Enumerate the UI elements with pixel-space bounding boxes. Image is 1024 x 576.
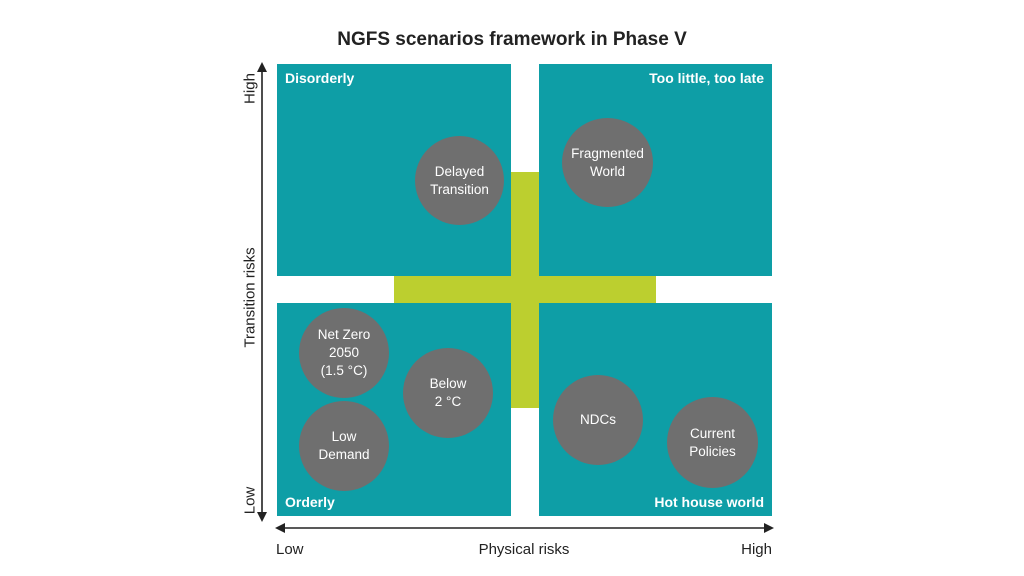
scenario-low-demand: Low Demand — [299, 401, 389, 491]
x-axis-low-label: Low — [276, 541, 304, 558]
scenario-ndcs: NDCs — [553, 375, 643, 465]
x-axis-arrow-right — [764, 523, 774, 533]
scenario-label: Current Policies — [689, 425, 736, 459]
quadrant-label-orderly: Orderly — [285, 494, 335, 510]
x-axis-high-label: High — [741, 541, 772, 558]
scenario-label: Below 2 °C — [429, 376, 467, 409]
y-axis-title: Transition risks — [241, 247, 259, 348]
diagram-title: NGFS scenarios framework in Phase V — [337, 29, 687, 50]
scenario-label: Delayed Transition — [430, 163, 489, 197]
scenario-current-policies: Current Policies — [667, 397, 758, 488]
x-axis-title: Physical risks — [478, 541, 570, 558]
scenario-label: Low Demand — [318, 429, 370, 462]
quadrant-label-too-little-too-late: Too little, too late — [649, 70, 764, 86]
x-axis-arrow-left — [275, 523, 285, 533]
scenario-below-2c: Below 2 °C — [403, 348, 493, 438]
y-axis-high-label: High — [241, 73, 259, 104]
scenario-delayed-transition: Delayed Transition — [415, 136, 504, 225]
scenario-label: Net Zero 2050 (1.5 °C) — [317, 327, 371, 378]
y-axis-low-label: Low — [241, 486, 259, 515]
center-cross-horizontal-bar — [394, 276, 656, 303]
scenario-label: Fragmented World — [571, 145, 644, 179]
quadrant-too-little-too-late: Too little, too late — [539, 64, 772, 276]
scenario-net-zero-2050: Net Zero 2050 (1.5 °C) — [299, 308, 389, 398]
quadrant-label-hot-house-world: Hot house world — [654, 494, 764, 510]
scenario-label: NDCs — [580, 412, 616, 427]
scenario-fragmented-world: Fragmented World — [562, 118, 653, 207]
y-axis-arrow-down — [257, 512, 267, 522]
quadrant-label-disorderly: Disorderly — [285, 70, 355, 86]
y-axis-arrow-up — [257, 62, 267, 72]
